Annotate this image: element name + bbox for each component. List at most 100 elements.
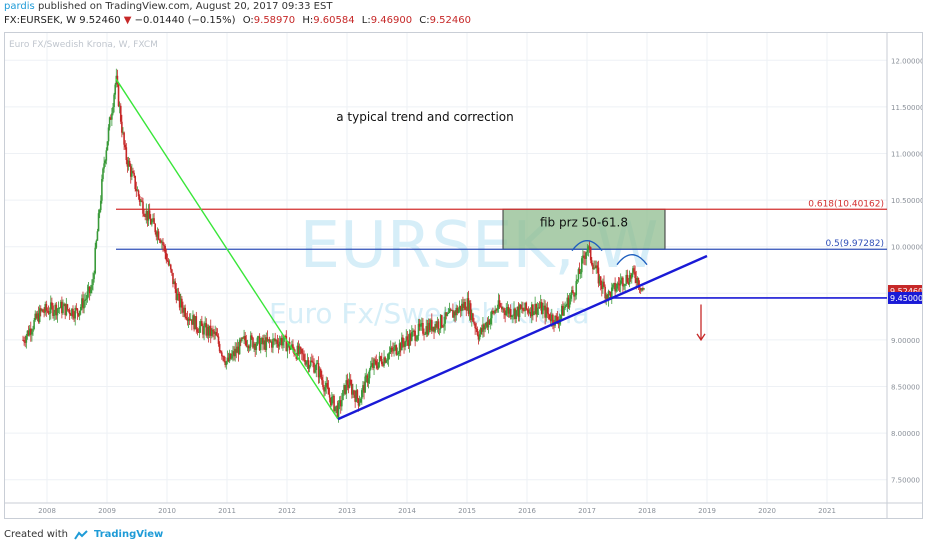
candle-body (173, 281, 175, 284)
candle-body (579, 272, 582, 274)
candle-body (36, 313, 39, 319)
candle-body (392, 349, 394, 352)
candle-body (427, 322, 430, 335)
candle-body (336, 405, 339, 418)
low-value: 9.46900 (370, 15, 413, 26)
candle-body (526, 309, 529, 311)
candle-body (275, 340, 278, 342)
candle-body (570, 290, 573, 296)
low-label: L: (361, 15, 371, 26)
candle-body (195, 316, 198, 330)
candle-body (337, 402, 340, 418)
candle-body (223, 356, 225, 362)
candle-body (226, 357, 229, 362)
candle-body (51, 302, 53, 306)
tradingview-brand[interactable]: TradingView (93, 529, 164, 540)
candle-body (403, 343, 405, 347)
candle-body (385, 360, 388, 363)
candle-body (418, 323, 421, 327)
candle-body (158, 239, 161, 241)
candle-body (383, 357, 385, 366)
candle-body (633, 268, 635, 272)
candle-body (568, 298, 571, 308)
candle-body (119, 105, 122, 122)
candle-body (184, 307, 186, 317)
candle-body (614, 283, 616, 292)
candle-body (141, 200, 143, 202)
candle-body (552, 314, 554, 324)
candle-body (372, 363, 374, 369)
candle-body (638, 286, 641, 288)
candle-body (81, 298, 83, 307)
candle-body (443, 323, 445, 327)
candle-body (232, 351, 234, 355)
high-label: H: (302, 15, 314, 26)
candle-body (143, 213, 145, 216)
candle-body (328, 394, 331, 398)
candle-body (412, 330, 414, 333)
candle-body (539, 302, 542, 308)
candle-body (321, 377, 323, 381)
candle-body (58, 307, 61, 309)
symbol-description: Euro FX/Swedish Krona, W, FXCM (9, 40, 158, 50)
candle-body (79, 306, 82, 311)
candle-body (519, 304, 522, 309)
candle-body (449, 309, 452, 311)
candle-body (324, 387, 326, 392)
author-link[interactable]: pardis (4, 1, 35, 12)
candle-body (139, 200, 142, 202)
candle-body (618, 284, 621, 286)
candle-body (71, 308, 73, 316)
candle-body (369, 366, 372, 370)
candle-body (580, 258, 583, 273)
candle-body (545, 307, 548, 318)
candle-body (138, 196, 141, 202)
fib-level-label: 0.618(10.40162) (808, 199, 884, 209)
candle-body (492, 311, 494, 312)
candle-body (323, 387, 325, 392)
candle-body (303, 354, 305, 361)
candle-body (157, 231, 160, 240)
candle-body (326, 382, 329, 388)
candle-body (543, 305, 545, 308)
candle-body (415, 339, 418, 341)
candle-body (503, 308, 505, 313)
candle-body (314, 370, 316, 373)
candle-body (284, 335, 286, 337)
candle-body (106, 141, 109, 151)
candle-body (413, 330, 415, 332)
candle-body (358, 402, 361, 406)
candle-body (88, 286, 91, 294)
candle-body (402, 337, 404, 344)
candle-body (55, 304, 58, 316)
candle-body (451, 310, 453, 312)
x-tick-label: 2018 (638, 507, 656, 515)
candle-body (605, 294, 608, 299)
candle-body (367, 378, 370, 384)
candle-body (391, 347, 393, 350)
candle-body (393, 346, 395, 352)
candle-body (472, 313, 474, 322)
candle-body (479, 328, 482, 335)
candle-body (637, 277, 640, 287)
candle-body (234, 348, 236, 357)
candle-body (461, 303, 463, 312)
candle-body (335, 405, 338, 407)
candle-body (623, 285, 625, 287)
candle-body (313, 362, 315, 373)
candle-body (201, 321, 203, 326)
candle-body (272, 338, 274, 348)
candle-body (311, 360, 313, 362)
candle-body (165, 253, 168, 261)
candle-body (499, 306, 502, 308)
candle-body (56, 308, 59, 316)
candle-body (607, 291, 610, 300)
candle-body (593, 267, 595, 270)
candle-body (105, 150, 108, 161)
candle-body (154, 223, 156, 233)
x-tick-label: 2009 (98, 507, 116, 515)
candle-body (107, 127, 110, 142)
candle-body (606, 294, 609, 300)
